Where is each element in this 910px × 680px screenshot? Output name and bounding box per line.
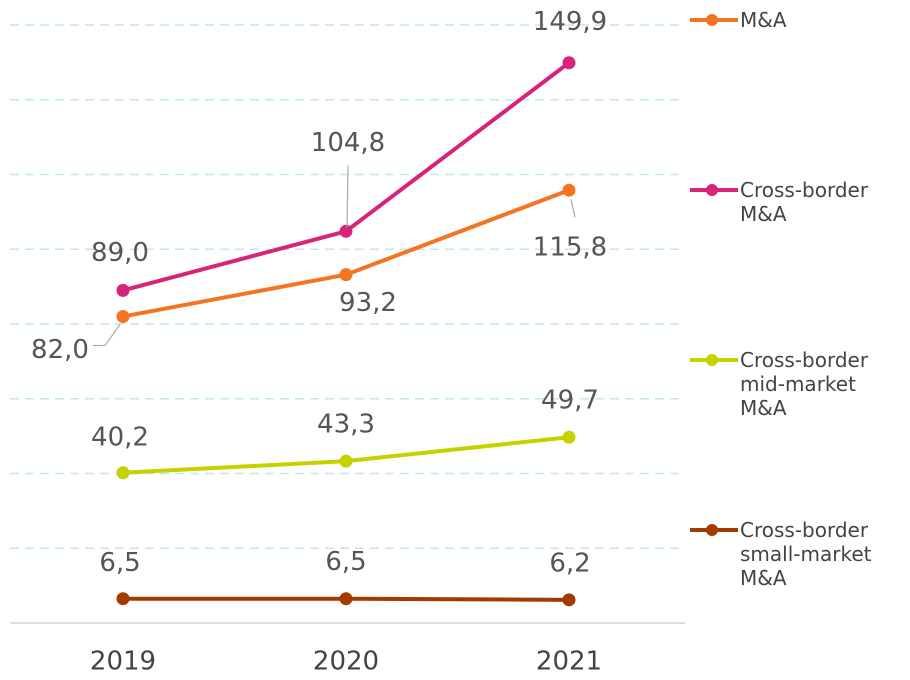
x-tick-label: 2021: [536, 647, 602, 677]
data-label: 149,9: [533, 7, 607, 37]
legend-item: Cross-border mid-market M&A: [688, 348, 906, 420]
data-label: 82,0: [31, 335, 89, 365]
data-point: [116, 283, 130, 297]
legend-item: Cross-border M&A: [688, 178, 906, 226]
data-point: [562, 56, 576, 70]
legend-item: Cross-border small-market M&A: [688, 518, 906, 590]
data-label: 49,7: [541, 386, 599, 416]
data-point: [116, 592, 130, 606]
data-label: 115,8: [533, 233, 607, 263]
legend-dot: [706, 14, 718, 26]
data-label: 6,5: [325, 547, 366, 577]
legend-key: [690, 184, 738, 196]
data-label: 6,2: [549, 548, 590, 578]
data-point: [116, 466, 130, 480]
legend-key: [690, 14, 738, 26]
legend-item: M&A: [688, 8, 906, 32]
x-tick-label: 2020: [313, 647, 379, 677]
data-point: [116, 310, 130, 324]
x-tick-label: 2019: [90, 647, 156, 677]
data-label: 43,3: [317, 410, 375, 440]
legend-dot: [706, 354, 718, 366]
data-point: [339, 268, 353, 282]
leader-line: [104, 324, 121, 346]
legend-label: Cross-border mid-market M&A: [740, 348, 869, 420]
legend-key: [690, 354, 738, 366]
data-label: 93,2: [339, 288, 397, 318]
legend-label: Cross-border M&A: [740, 178, 869, 226]
data-point: [339, 592, 353, 606]
leader-line: [570, 199, 576, 218]
data-label: 104,8: [311, 128, 385, 158]
data-point: [562, 430, 576, 444]
legend-key: [690, 524, 738, 536]
data-point: [562, 183, 576, 197]
data-label: 89,0: [91, 238, 149, 268]
legend-label: Cross-border small-market M&A: [740, 518, 872, 590]
legend-dot: [706, 524, 718, 536]
legend-label: M&A: [740, 8, 787, 32]
legend-dot: [706, 184, 718, 196]
series-line: [122, 61, 571, 293]
data-label: 6,5: [99, 548, 140, 578]
leader-line: [346, 165, 349, 228]
data-label: 40,2: [91, 422, 149, 452]
data-point: [562, 593, 576, 607]
data-point: [339, 454, 353, 468]
data-point: [339, 224, 353, 238]
